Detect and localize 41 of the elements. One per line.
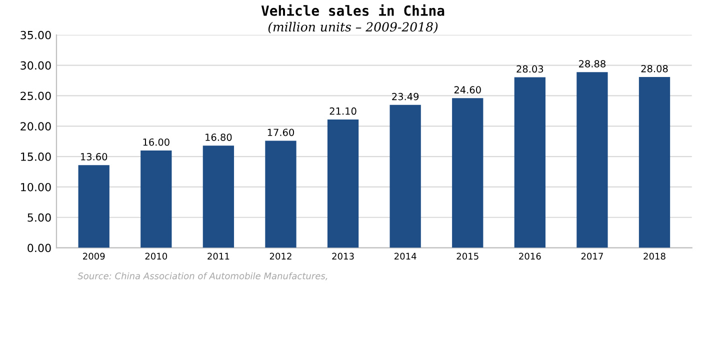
data-label: 28.08 (641, 64, 668, 72)
data-label: 13.60 (81, 153, 108, 160)
bar (576, 72, 608, 248)
bar (638, 76, 670, 248)
x-tick-label: 2009 (83, 252, 105, 260)
bar (265, 140, 296, 248)
x-tick-label: 2018 (644, 252, 666, 260)
chart-subtitle: (million units – 2009-2018) (268, 22, 438, 34)
data-label: 28.03 (516, 65, 544, 73)
data-label: 24.60 (454, 86, 481, 94)
bar (514, 77, 546, 248)
x-tick-label: 2016 (519, 252, 541, 260)
y-tick-label: 10.00 (21, 182, 51, 192)
data-label: 28.88 (579, 60, 606, 68)
chart-title: Vehicle sales in China (261, 4, 444, 16)
bar (78, 165, 110, 248)
bar (140, 150, 172, 248)
data-label: 17.60 (268, 128, 294, 136)
bar (390, 104, 421, 248)
bar (202, 146, 234, 248)
data-label: 23.49 (392, 92, 419, 100)
y-tick-label: 30.00 (20, 61, 51, 70)
bar (452, 98, 484, 248)
source-note: Source: China Association of Automobile Manufactures, (78, 272, 328, 280)
y-tick-label: 35.00 (20, 30, 51, 40)
y-tick-label: 15.00 (21, 152, 51, 161)
y-tick-label: 25.00 (20, 92, 51, 100)
y-tick-label: 20.00 (20, 122, 51, 131)
data-label: 21.10 (330, 107, 356, 115)
bar (327, 119, 359, 248)
x-tick-label: 2017 (581, 252, 603, 260)
y-tick-label: 0.00 (28, 244, 51, 252)
data-label: 16.80 (206, 134, 232, 141)
x-tick-label: 2012 (270, 252, 292, 260)
x-tick-label: 2015 (456, 252, 478, 260)
y-tick-label: 5.00 (28, 213, 51, 222)
data-label: 16.00 (143, 138, 170, 146)
x-tick-label: 2014 (394, 252, 416, 260)
x-tick-label: 2010 (145, 252, 168, 260)
x-tick-label: 2013 (332, 252, 354, 260)
x-tick-label: 2011 (208, 252, 230, 260)
